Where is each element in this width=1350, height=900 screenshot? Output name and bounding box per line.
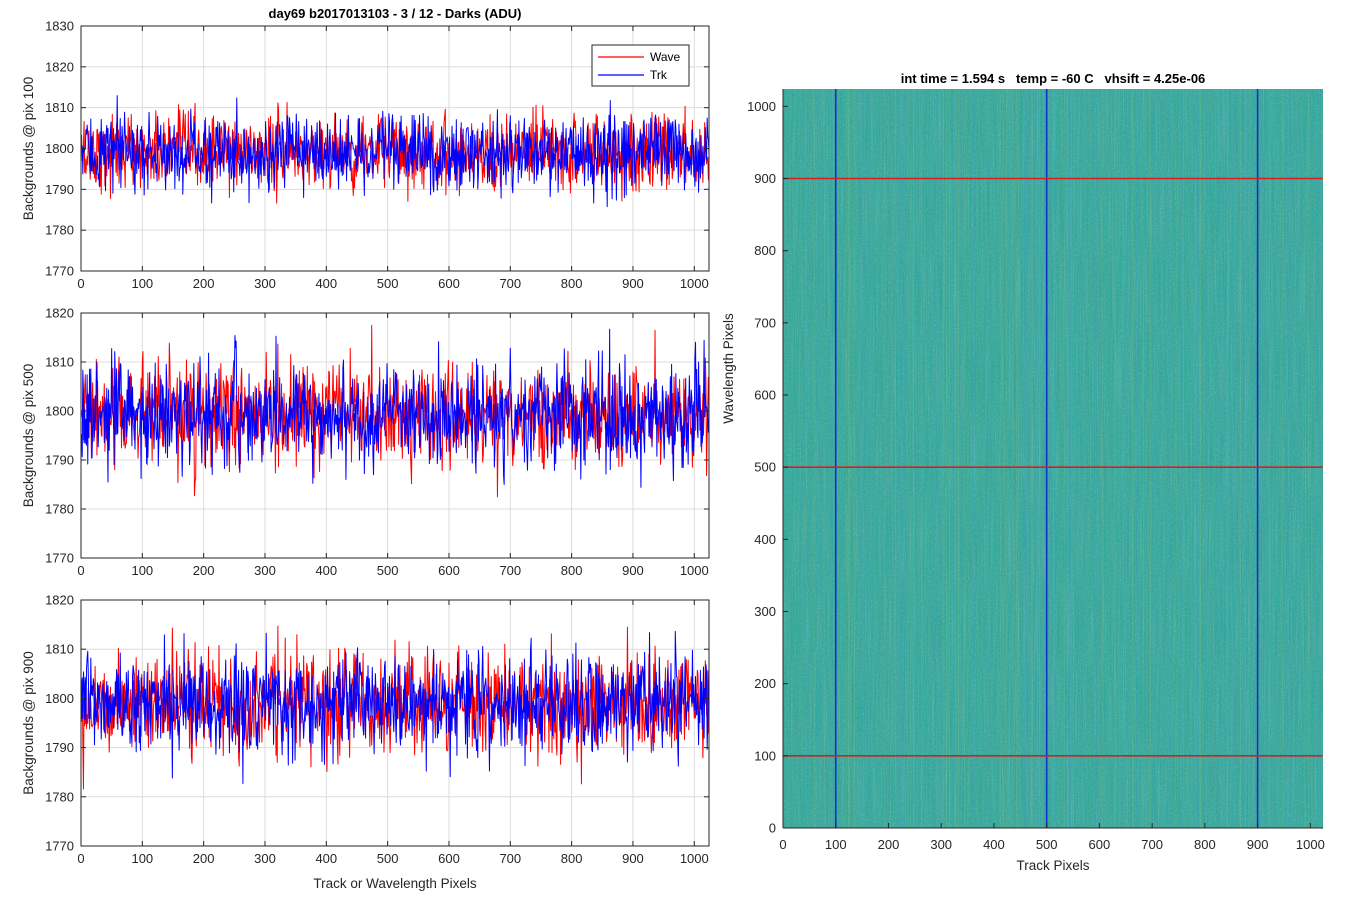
x-tick-label: 800 xyxy=(561,851,583,866)
y-tick-label: 900 xyxy=(754,171,776,186)
legend: Wave Trk xyxy=(591,44,690,87)
y-tick-label: 600 xyxy=(754,387,776,402)
x-tick-label: 500 xyxy=(377,563,399,578)
x-axis-label: Track Pixels xyxy=(1016,858,1089,873)
x-tick-label: 100 xyxy=(131,563,153,578)
plot-pix-500: 0 100 200 300 400 500 600 700 800 900 1000 1770 1780… xyxy=(21,306,710,578)
x-tick-label: 400 xyxy=(983,837,1005,852)
y-tick-label: 1780 xyxy=(45,789,74,804)
x-tick-label: 0 xyxy=(779,837,786,852)
y-axis-label: Backgrounds @ pix 100 xyxy=(21,77,36,221)
x-tick-label: 0 xyxy=(77,563,84,578)
x-tick-label: 900 xyxy=(622,563,644,578)
y-tick-label: 1810 xyxy=(45,642,74,657)
x-tick-label: 900 xyxy=(622,276,644,291)
y-tick-label: 1770 xyxy=(45,839,74,854)
x-tick-label: 800 xyxy=(561,276,583,291)
y-tick-label: 1820 xyxy=(45,593,74,608)
x-tick-label: 0 xyxy=(77,851,84,866)
x-tick-label: 1000 xyxy=(680,851,709,866)
series-line-wave xyxy=(81,325,710,498)
x-tick-label: 600 xyxy=(438,276,460,291)
x-tick-label: 100 xyxy=(131,276,153,291)
x-tick-label: 500 xyxy=(377,851,399,866)
x-tick-label: 800 xyxy=(561,563,583,578)
x-tick-label: 0 xyxy=(77,276,84,291)
x-tick-label: 900 xyxy=(622,851,644,866)
x-tick-label: 300 xyxy=(254,851,276,866)
y-tick-label: 800 xyxy=(754,243,776,258)
y-axis-label: Backgrounds @ pix 900 xyxy=(21,651,36,795)
y-tick-label: 1800 xyxy=(45,404,74,419)
x-tick-label: 400 xyxy=(315,563,337,578)
x-tick-label: 1000 xyxy=(680,276,709,291)
heatmap-title: int time = 1.594 s temp = -60 C vhsift =… xyxy=(901,71,1206,86)
y-axis-label: Backgrounds @ pix 500 xyxy=(21,364,36,508)
x-tick-label: 400 xyxy=(315,851,337,866)
y-tick-label: 100 xyxy=(754,748,776,763)
x-tick-label: 200 xyxy=(193,563,215,578)
y-tick-label: 1780 xyxy=(45,223,74,238)
y-tick-label: 1800 xyxy=(45,691,74,706)
y-tick-label: 700 xyxy=(754,315,776,330)
legend-label-trk: Trk xyxy=(650,68,668,82)
axes-box xyxy=(80,599,710,847)
heatmap-speckle xyxy=(783,89,1323,828)
x-tick-label: 600 xyxy=(438,563,460,578)
y-tick-label: 1810 xyxy=(45,355,74,370)
y-tick-label: 1790 xyxy=(45,182,74,197)
x-tick-label: 600 xyxy=(438,851,460,866)
y-tick-label: 1000 xyxy=(747,99,776,114)
x-tick-label: 100 xyxy=(825,837,847,852)
x-tick-label: 700 xyxy=(499,563,521,578)
heatmap-image xyxy=(783,89,1323,828)
plot-pix-900: 0 100 200 300 400 500 600 700 800 900 1000 1770 1780… xyxy=(21,593,710,891)
y-tick-label: 1830 xyxy=(45,19,74,34)
y-tick-label: 0 xyxy=(769,821,776,836)
y-tick-label: 200 xyxy=(754,676,776,691)
x-tick-label: 900 xyxy=(1247,837,1269,852)
y-tick-label: 1770 xyxy=(45,264,74,279)
x-tick-label: 700 xyxy=(1141,837,1163,852)
y-tick-label: 1770 xyxy=(45,551,74,566)
x-tick-label: 200 xyxy=(878,837,900,852)
legend-label-wave: Wave xyxy=(650,50,681,64)
x-tick-label: 1000 xyxy=(1296,837,1325,852)
y-tick-label: 1790 xyxy=(45,740,74,755)
x-tick-label: 800 xyxy=(1194,837,1216,852)
y-tick-label: 1810 xyxy=(45,100,74,115)
x-tick-label: 500 xyxy=(1036,837,1058,852)
y-tick-label: 1820 xyxy=(45,306,74,321)
x-tick-label: 700 xyxy=(499,276,521,291)
x-tick-label: 500 xyxy=(377,276,399,291)
y-tick-label: 1790 xyxy=(45,453,74,468)
series-line-trk xyxy=(81,328,710,488)
series-line-trk xyxy=(81,630,710,784)
x-tick-label: 200 xyxy=(193,276,215,291)
x-tick-label: 100 xyxy=(131,851,153,866)
legend-box xyxy=(591,44,690,87)
y-tick-label: 1780 xyxy=(45,502,74,517)
x-tick-label: 300 xyxy=(254,276,276,291)
x-tick-label: 700 xyxy=(499,851,521,866)
x-tick-label: 200 xyxy=(193,851,215,866)
figure-title: day69 b2017013103 - 3 / 12 - Darks (ADU) xyxy=(269,6,522,21)
series-line-trk xyxy=(81,95,710,208)
y-tick-label: 500 xyxy=(754,460,776,475)
y-tick-label: 1800 xyxy=(45,141,74,156)
plot-pix-100: 0 100 200 300 400 500 600 700 800 900 1000 1770 1780… xyxy=(21,6,710,291)
y-tick-label: 300 xyxy=(754,604,776,619)
axes-box xyxy=(80,312,710,559)
x-tick-label: 400 xyxy=(315,276,337,291)
dark-frame-image: 0 100 200 300 400 500 600 700 800 900 1000 0 100 200 3… xyxy=(721,71,1325,873)
y-tick-label: 1820 xyxy=(45,59,74,74)
y-axis-label: Wavelength Pixels xyxy=(721,313,736,424)
x-tick-label: 300 xyxy=(930,837,952,852)
x-tick-label: 600 xyxy=(1089,837,1111,852)
x-tick-label: 300 xyxy=(254,563,276,578)
x-tick-label: 1000 xyxy=(680,563,709,578)
x-axis-label: Track or Wavelength Pixels xyxy=(313,876,477,891)
y-tick-label: 400 xyxy=(754,532,776,547)
